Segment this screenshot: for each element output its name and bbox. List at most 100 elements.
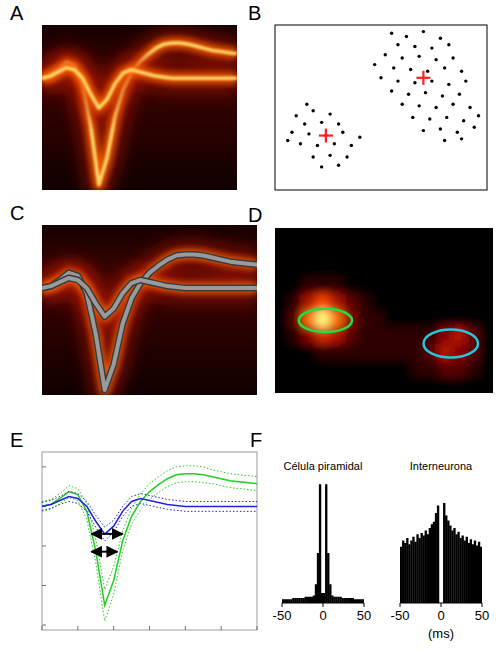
heat-cell — [425, 360, 439, 377]
x-tick — [149, 626, 150, 630]
histogram-bar — [466, 537, 468, 603]
heat-cell — [316, 327, 330, 344]
std-upper — [42, 466, 257, 590]
heat-cell — [357, 360, 371, 377]
histogram-bar — [362, 599, 364, 603]
heat-cell — [384, 377, 398, 394]
heat-cell — [384, 327, 398, 344]
x-tick — [113, 626, 114, 630]
spike-point — [426, 70, 429, 73]
histogram-bar — [346, 598, 348, 603]
density-glow — [42, 68, 237, 108]
spike-point — [434, 58, 437, 61]
heat-cell — [289, 327, 303, 344]
density-core — [42, 278, 257, 317]
histogram-bar — [470, 539, 472, 603]
heat-cell — [479, 245, 493, 262]
heat-cell — [330, 245, 344, 262]
spike-point — [439, 37, 442, 40]
spike-point — [451, 56, 454, 59]
heat-cell — [425, 294, 439, 311]
spike-point — [333, 142, 336, 145]
heat-cell — [479, 377, 493, 394]
density-core — [42, 68, 237, 108]
histogram-bar — [402, 541, 404, 604]
panel-letter: D — [248, 204, 262, 226]
spike-point — [411, 116, 414, 119]
heat-cell — [466, 311, 480, 328]
heat-cell — [384, 278, 398, 295]
spike-point — [373, 63, 376, 66]
heat-cell — [466, 294, 480, 311]
histogram-bar — [418, 538, 420, 603]
heat-cell — [370, 294, 384, 311]
histogram-bar — [457, 532, 459, 603]
heat-cell — [466, 245, 480, 262]
x-tick-label: -50 — [391, 608, 410, 623]
heat-cell — [425, 228, 439, 245]
heat-cell — [370, 245, 384, 262]
heat-cell — [275, 245, 289, 262]
spike-point — [392, 66, 395, 69]
histogram-bar — [447, 521, 449, 604]
heat-cell — [398, 278, 412, 295]
heat-cell — [343, 228, 357, 245]
spike-point — [316, 144, 319, 147]
histogram-bar — [315, 584, 317, 603]
histogram-bar — [472, 544, 474, 603]
heat-cell — [452, 261, 466, 278]
heat-cell — [411, 245, 425, 262]
spike-point — [303, 122, 306, 125]
heat-cell — [411, 377, 425, 394]
heat-cell — [275, 377, 289, 394]
heat-cell — [411, 261, 425, 278]
spike-point — [299, 142, 302, 145]
histogram-bar — [321, 593, 323, 603]
heat-cell — [370, 377, 384, 394]
spike-point — [460, 70, 463, 73]
histogram-bar — [294, 598, 296, 603]
x-tick — [282, 603, 283, 607]
spike-point — [417, 104, 420, 107]
heat-cell — [411, 311, 425, 328]
histogram-bar — [335, 597, 337, 603]
histogram-bar — [350, 598, 352, 603]
heat-cell — [302, 228, 316, 245]
heat-cell — [289, 245, 303, 262]
histogram-bar — [435, 513, 437, 603]
spike-point — [307, 132, 310, 135]
spike-point — [451, 103, 454, 106]
heat-cell — [302, 245, 316, 262]
histogram-bar — [296, 598, 298, 603]
heat-cell — [289, 377, 303, 394]
heat-cell — [330, 261, 344, 278]
histogram-bar — [333, 597, 335, 603]
heat-cell — [289, 360, 303, 377]
width-arrow — [91, 551, 117, 553]
spike-point — [337, 164, 340, 167]
histogram-bar — [311, 597, 313, 603]
heat-cell — [398, 344, 412, 361]
width-arrow — [91, 533, 122, 535]
heat-cell — [398, 245, 412, 262]
heat-cell — [398, 327, 412, 344]
x-axis-title: (ms) — [428, 626, 454, 641]
heat-cell — [289, 228, 303, 245]
x-tick — [482, 603, 483, 607]
spike-point — [405, 35, 408, 38]
heat-cell — [479, 344, 493, 361]
heat-cell — [316, 344, 330, 361]
heat-cell — [302, 278, 316, 295]
heat-cell — [439, 377, 453, 394]
spike-point — [441, 94, 444, 97]
density-core — [42, 255, 257, 390]
histogram-bar — [449, 526, 451, 604]
heat-cell — [452, 228, 466, 245]
histogram-bar — [431, 524, 433, 603]
spike-point — [458, 93, 461, 96]
center-cross — [319, 129, 333, 143]
heat-cell — [343, 360, 357, 377]
heat-cell — [452, 245, 466, 262]
histogram-bar — [404, 543, 406, 603]
spike-point — [413, 81, 416, 84]
